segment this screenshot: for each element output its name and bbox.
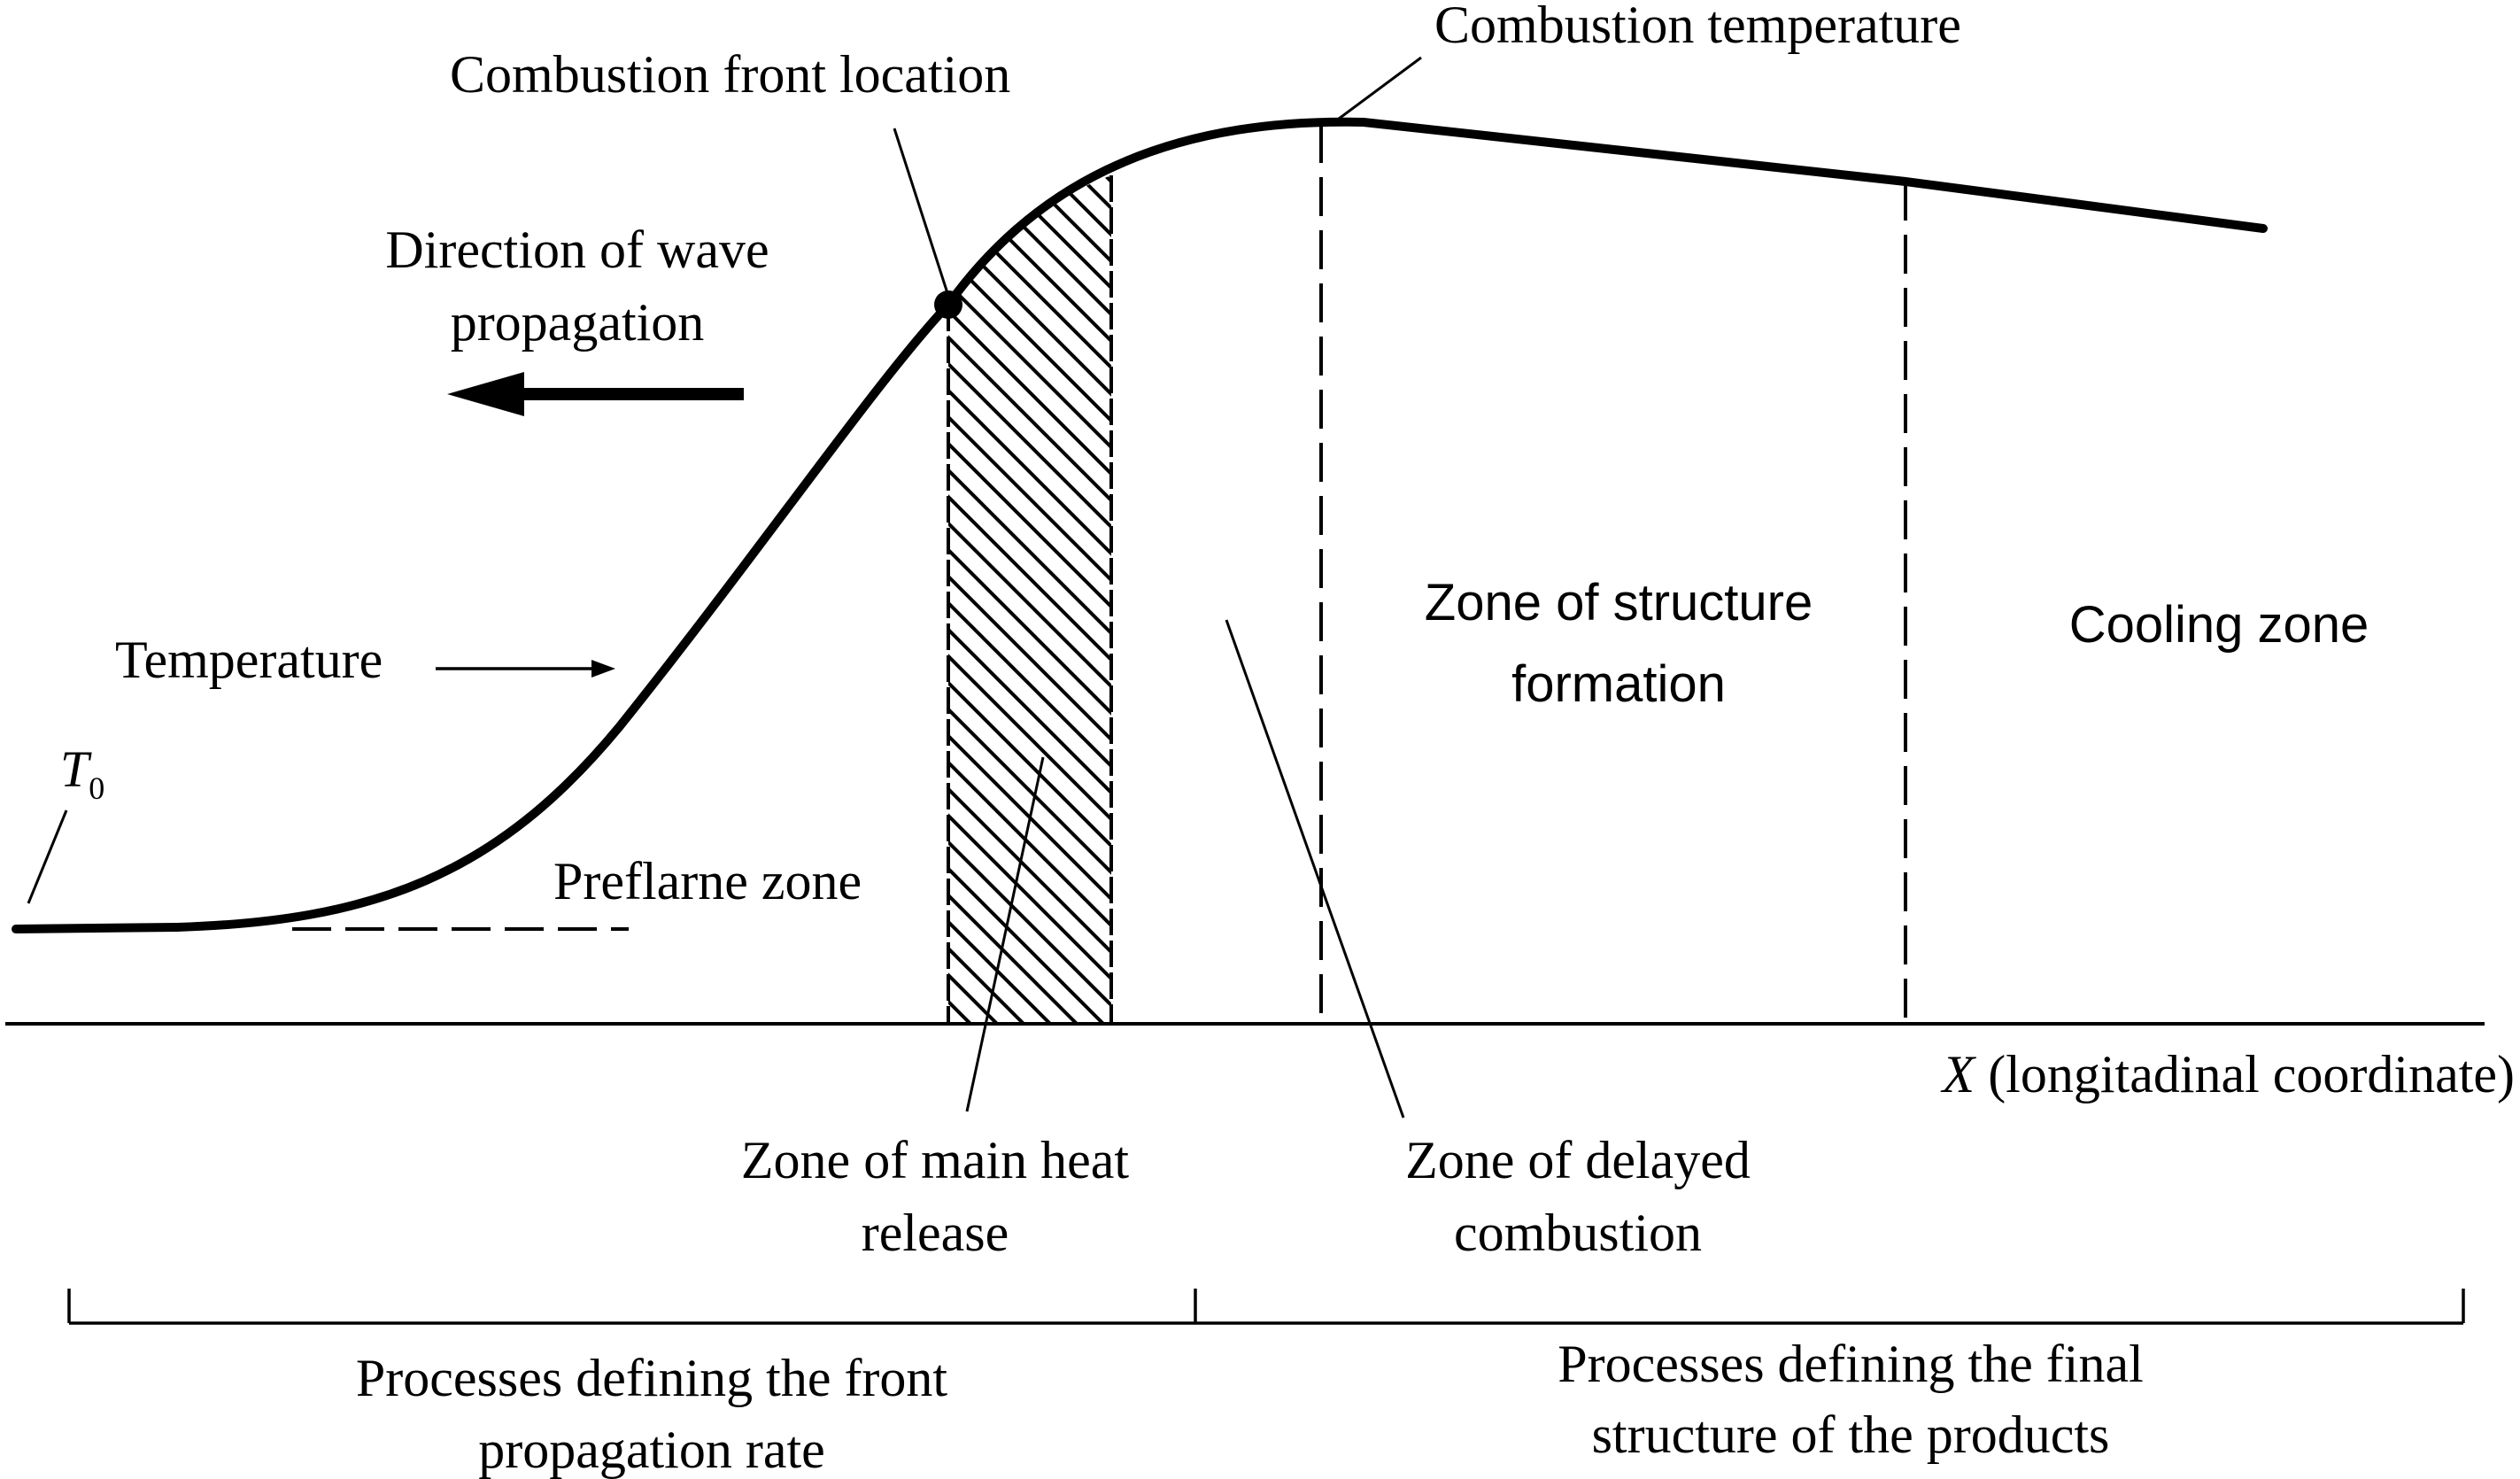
temperature-label: Temperature: [115, 631, 383, 689]
zone-main-heat-label-line2: release: [862, 1204, 1009, 1262]
direction-label-line2: propagation: [451, 293, 705, 352]
combustion-front-location-label: Combustion front location: [450, 45, 1010, 104]
combustion-front-point: [934, 290, 962, 319]
delayed-combustion-leader: [1225, 619, 1405, 1119]
direction-label-line1: Direction of wave: [385, 221, 769, 279]
t0-leader: [27, 809, 68, 904]
t0-label: T0: [60, 740, 104, 806]
zone-structure-label-line1: Zone of structure: [1425, 574, 1813, 631]
direction-arrow: [447, 372, 744, 416]
temperature-curve: [12, 117, 2268, 933]
processes-front-label-line1: Processes defining the front: [356, 1349, 948, 1407]
combustion-front-leader: [893, 128, 950, 297]
processes-final-label-line1: Processes defining the final: [1558, 1335, 2144, 1393]
preflame-zone-label: Preflarne zone: [553, 852, 862, 910]
combustion-temperature-leader: [1334, 56, 1422, 123]
main-heat-release-zone: [947, 175, 1113, 1024]
combustion-temperature-label: Combustion temperature: [1434, 0, 1961, 54]
x-axis-label: X (longitadinal coordinate): [1941, 1045, 2515, 1103]
processes-front-label-line2: propagation rate: [478, 1421, 825, 1479]
main-heat-leader: [965, 756, 1045, 1112]
temperature-arrow: [436, 660, 615, 678]
zone-delayed-label-line1: Zone of delayed: [1405, 1131, 1751, 1189]
front-propagation-bracket: [67, 1289, 1195, 1325]
zone-delayed-label-line2: combustion: [1454, 1204, 1702, 1262]
processes-final-label-line2: structure of the products: [1592, 1405, 2110, 1464]
cooling-zone-label: Cooling zone: [2069, 596, 2369, 654]
final-structure-bracket: [1194, 1289, 2465, 1325]
zone-main-heat-label-line1: Zone of main heat: [741, 1131, 1129, 1189]
zone-structure-label-line2: formation: [1511, 655, 1726, 713]
